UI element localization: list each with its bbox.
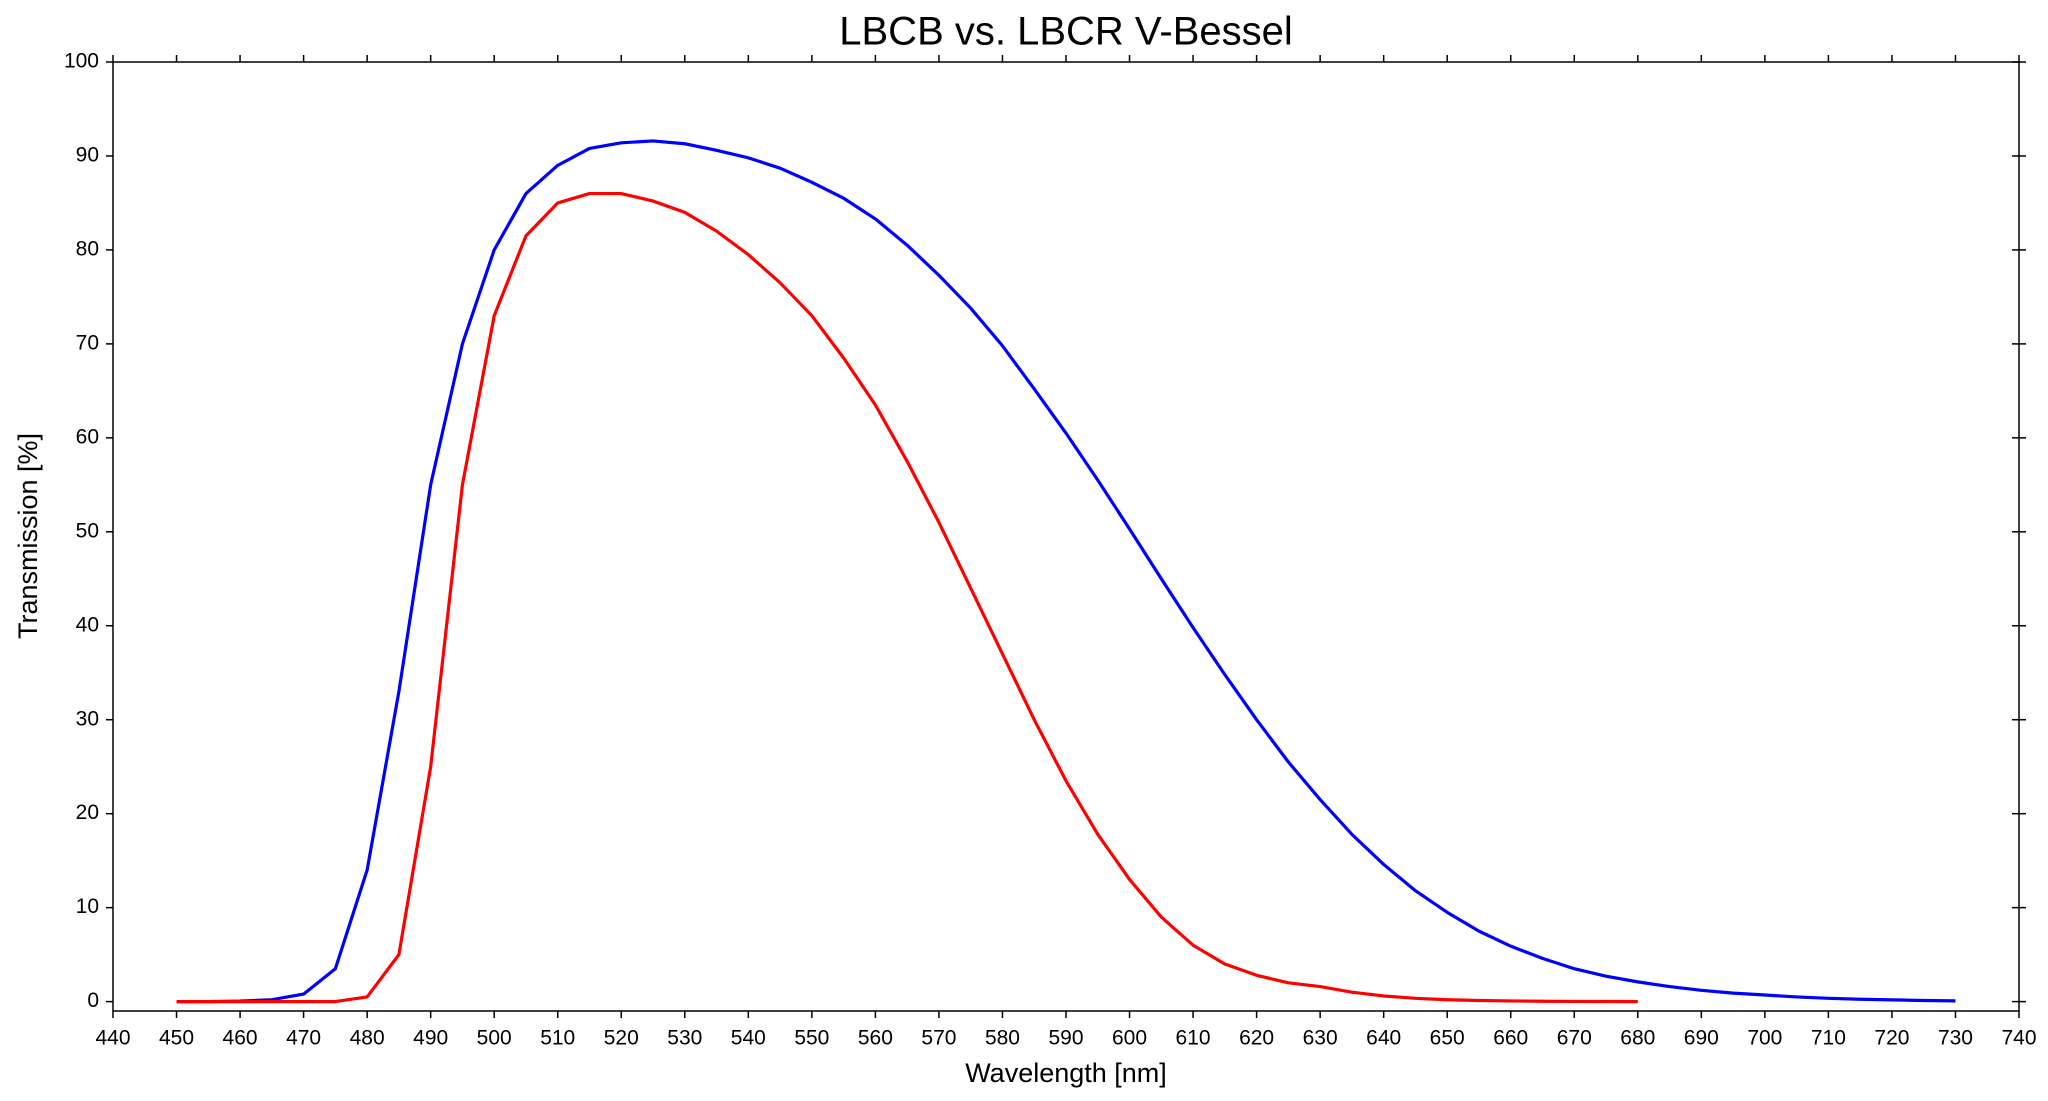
x-tick-label: 500 (477, 1027, 512, 1050)
y-tick-label: 50 (76, 519, 99, 542)
y-tick-label: 10 (76, 895, 99, 918)
x-tick-label: 730 (1938, 1027, 1973, 1050)
y-tick-label: 60 (76, 425, 99, 448)
x-tick-label: 630 (1303, 1027, 1338, 1050)
x-tick-label: 570 (921, 1027, 956, 1050)
x-tick-label: 720 (1874, 1027, 1909, 1050)
y-tick-label: 30 (76, 707, 99, 730)
x-tick-label: 610 (1176, 1027, 1211, 1050)
x-tick-label: 740 (2001, 1027, 2036, 1050)
x-tick-label: 560 (858, 1027, 893, 1050)
x-tick-label: 700 (1747, 1027, 1782, 1050)
x-axis-label: Wavelength [nm] (965, 1058, 1167, 1088)
x-tick-label: 510 (540, 1027, 575, 1050)
x-tick-label: 530 (667, 1027, 702, 1050)
x-tick-label: 520 (604, 1027, 639, 1050)
x-tick-label: 690 (1684, 1027, 1719, 1050)
y-axis-label: Transmission [%] (13, 433, 43, 639)
y-tick-label: 90 (76, 144, 99, 167)
x-tick-label: 600 (1112, 1027, 1147, 1050)
x-tick-label: 590 (1048, 1027, 1083, 1050)
y-tick-label: 100 (64, 50, 99, 73)
plot-frame (112, 61, 2020, 1012)
x-tick-label: 460 (223, 1027, 258, 1050)
x-tick-label: 620 (1239, 1027, 1274, 1050)
x-tick-label: 480 (350, 1027, 385, 1050)
series-line (176, 139, 1956, 1004)
x-tick-label: 440 (95, 1027, 130, 1050)
x-tick-label: 680 (1620, 1027, 1655, 1050)
x-tick-label: 710 (1811, 1027, 1846, 1050)
x-tick-label: 580 (985, 1027, 1020, 1050)
x-tick-label: 490 (413, 1027, 448, 1050)
x-tick-label: 550 (794, 1027, 829, 1050)
series-line (176, 191, 1638, 1004)
chart-title: LBCB vs. LBCR V-Bessel (839, 10, 1293, 54)
x-tick-label: 670 (1557, 1027, 1592, 1050)
y-tick-label: 0 (87, 989, 99, 1012)
y-tick-label: 80 (76, 237, 99, 260)
x-tick-label: 650 (1430, 1027, 1465, 1050)
x-tick-label: 540 (731, 1027, 766, 1050)
x-tick-label: 640 (1366, 1027, 1401, 1050)
y-tick-label: 70 (76, 331, 99, 354)
y-tick-label: 40 (76, 613, 99, 636)
y-tick-label: 20 (76, 801, 99, 824)
x-tick-label: 450 (159, 1027, 194, 1050)
x-tick-label: 660 (1493, 1027, 1528, 1050)
x-tick-label: 470 (286, 1027, 321, 1050)
